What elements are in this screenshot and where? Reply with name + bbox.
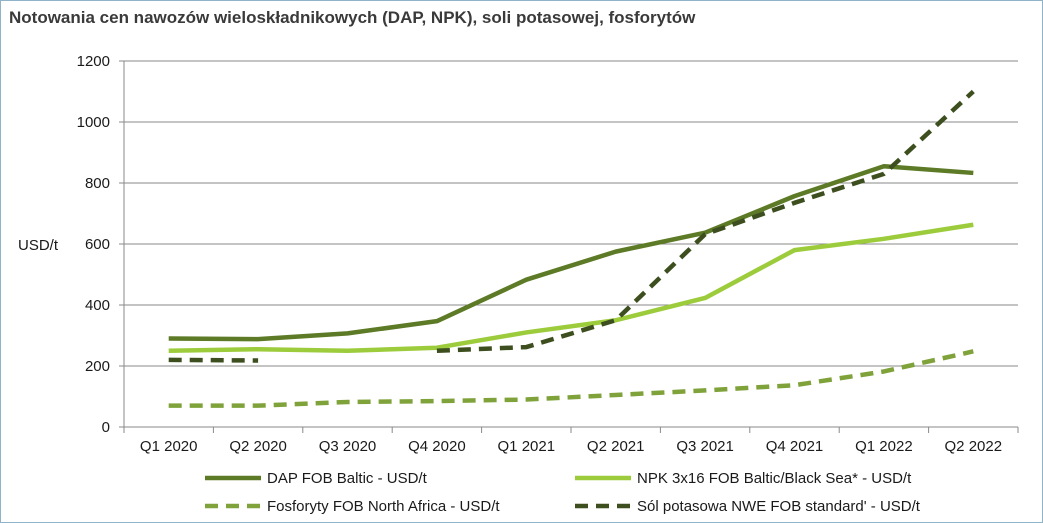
series-line-1 <box>168 163 974 342</box>
legend-label-3: Fosforyty FOB North Africa - USD/t <box>267 498 500 515</box>
legend-label-2: NPK 3x16 FOB Baltic/Black Sea* - USD/t <box>637 470 912 487</box>
x-tick-label: Q2 2020 <box>229 438 287 455</box>
x-tick-label: Q4 2020 <box>408 438 466 455</box>
x-tick-label: Q1 2021 <box>498 438 556 455</box>
x-tick-label: Q1 2022 <box>855 438 913 455</box>
y-tick-label: 600 <box>85 236 110 253</box>
y-tick-label: 0 <box>102 419 110 436</box>
y-tick-label: 200 <box>85 358 110 375</box>
y-tick-label: 1200 <box>77 53 110 70</box>
y-tick-label: 1000 <box>77 114 110 131</box>
y-tick-label: 800 <box>85 175 110 192</box>
x-tick-label: Q4 2021 <box>766 438 824 455</box>
y-tick-label: 400 <box>85 297 110 314</box>
legend-label-4: Sól potasowa NWE FOB standard' - USD/t <box>637 498 921 515</box>
x-tick-label: Q3 2021 <box>676 438 734 455</box>
x-tick-label: Q1 2020 <box>140 438 198 455</box>
series-line-2 <box>168 222 974 353</box>
series-line-3 <box>168 349 974 408</box>
x-tick-label: Q2 2021 <box>587 438 645 455</box>
x-tick-label: Q3 2020 <box>319 438 377 455</box>
series-line-4 <box>168 357 259 363</box>
legend-label-1: DAP FOB Baltic - USD/t <box>267 470 428 487</box>
y-axis-label: USD/t <box>18 237 59 254</box>
series-line-4 <box>436 89 975 353</box>
x-tick-label: Q2 2022 <box>945 438 1003 455</box>
chart-title: Notowania cen nawozów wieloskładnikowych… <box>9 8 696 27</box>
